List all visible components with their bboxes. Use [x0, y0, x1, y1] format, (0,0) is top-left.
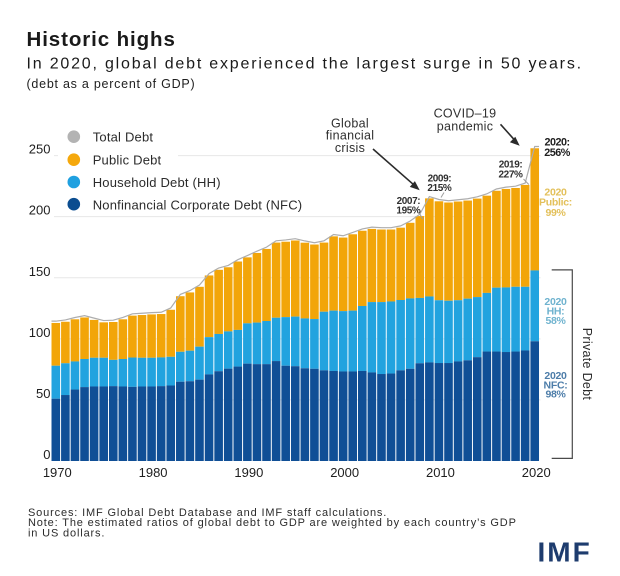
- svg-text:Global: Global: [331, 117, 369, 131]
- svg-text:256%: 256%: [544, 147, 571, 159]
- svg-text:NFC:: NFC:: [544, 379, 568, 391]
- svg-text:2010: 2010: [426, 465, 455, 480]
- svg-text:2007:: 2007:: [397, 196, 421, 207]
- svg-text:150: 150: [29, 264, 51, 279]
- svg-text:2020:: 2020:: [544, 137, 569, 149]
- svg-text:2009:: 2009:: [428, 174, 452, 185]
- svg-text:Household Debt (HH): Household Debt (HH): [93, 175, 221, 190]
- svg-text:pandemic: pandemic: [437, 120, 494, 134]
- svg-text:crisis: crisis: [335, 141, 365, 155]
- svg-text:Note: The estimated ratios of: Note: The estimated ratios of global deb…: [28, 517, 517, 529]
- svg-text:IMF: IMF: [538, 537, 592, 568]
- svg-text:Public Debt: Public Debt: [93, 153, 162, 168]
- svg-text:Total Debt: Total Debt: [93, 130, 154, 145]
- svg-text:250: 250: [29, 142, 51, 157]
- svg-text:1980: 1980: [139, 465, 168, 480]
- svg-text:Historic highs: Historic highs: [27, 28, 176, 51]
- svg-text:Public:: Public:: [539, 197, 572, 209]
- svg-text:99%: 99%: [545, 207, 566, 219]
- svg-text:1990: 1990: [234, 465, 263, 480]
- svg-text:100: 100: [29, 325, 51, 340]
- svg-text:2020: 2020: [544, 370, 567, 382]
- svg-text:(debt as a percent of GDP): (debt as a percent of GDP): [27, 77, 196, 91]
- svg-text:1970: 1970: [43, 465, 72, 480]
- svg-text:2020: 2020: [544, 296, 567, 308]
- svg-text:2020: 2020: [544, 186, 567, 198]
- svg-text:2000: 2000: [330, 465, 359, 480]
- svg-text:2019:: 2019:: [499, 160, 523, 171]
- svg-text:50: 50: [36, 386, 50, 401]
- svg-text:58%: 58%: [545, 315, 566, 327]
- svg-text:200: 200: [29, 203, 51, 218]
- svg-text:HH:: HH:: [547, 306, 565, 318]
- svg-text:227%: 227%: [499, 170, 523, 181]
- svg-text:in US dollars.: in US dollars.: [28, 527, 105, 539]
- svg-text:Nonfinancial Corporate Debt (N: Nonfinancial Corporate Debt (NFC): [93, 198, 303, 213]
- svg-text:0: 0: [43, 447, 50, 462]
- svg-text:98%: 98%: [545, 389, 566, 401]
- svg-text:Private Debt: Private Debt: [580, 328, 594, 401]
- svg-text:COVID–19: COVID–19: [434, 107, 497, 121]
- svg-text:Sources: IMF Global Debt Datab: Sources: IMF Global Debt Database and IM…: [28, 507, 387, 519]
- svg-text:195%: 195%: [396, 205, 420, 216]
- svg-text:2020: 2020: [522, 465, 551, 480]
- svg-text:financial: financial: [326, 129, 375, 143]
- svg-text:215%: 215%: [427, 183, 451, 194]
- svg-text:In 2020, global debt experienc: In 2020, global debt experienced the lar…: [27, 56, 583, 73]
